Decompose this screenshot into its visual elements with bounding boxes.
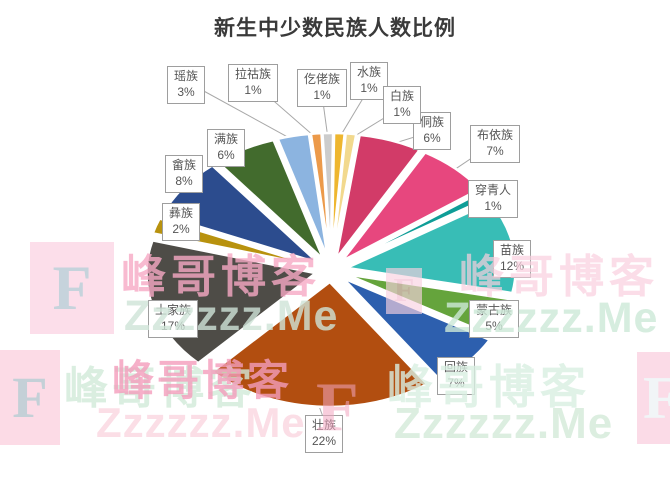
pie-label-回族[interactable]: 回族 7% [437, 357, 476, 395]
pie-label-瑶族[interactable]: 瑶族 3% [167, 66, 206, 104]
pie-label-name: 白族 [390, 89, 415, 103]
pie-label-水族[interactable]: 水族 1% [350, 62, 389, 100]
pie-label-value: 12% [500, 258, 525, 273]
pie-label-name: 瑶族 [174, 69, 199, 83]
pie-label-苗族[interactable]: 苗族 12% [493, 240, 532, 278]
pie-label-value: 7% [486, 143, 504, 158]
pie-label-name: 仡佬族 [304, 72, 341, 86]
pie-label-name: 侗族 [420, 115, 445, 129]
pie-label-value: 8% [175, 173, 193, 188]
pie-label-白族[interactable]: 白族 1% [383, 86, 422, 124]
pie-label-name: 彝族 [169, 206, 194, 220]
pie-label-穿青人[interactable]: 穿青人 1% [468, 180, 519, 218]
chart-title: 新生中少数民族人数比例 [214, 17, 456, 40]
pie-label-满族[interactable]: 满族 6% [207, 129, 246, 167]
pie-label-value: 6% [423, 130, 441, 145]
pie-label-侗族[interactable]: 侗族 6% [413, 112, 452, 150]
pie-label-仡佬族[interactable]: 仡佬族 1% [297, 69, 348, 107]
pie-label-value: 6% [217, 147, 235, 162]
pie-label-name: 土家族 [155, 303, 192, 317]
pie-label-name: 水族 [357, 65, 382, 79]
pie-label-value: 2% [172, 221, 190, 236]
pie-label-value: 1% [313, 87, 331, 102]
leader-line-瑶族 [190, 83, 295, 142]
pie-label-name: 拉祜族 [235, 67, 272, 81]
pie-label-畲族[interactable]: 畲族 8% [165, 155, 204, 193]
pie-label-value: 17% [160, 318, 186, 333]
pie-label-name: 蒙古族 [476, 303, 513, 317]
pie-label-value: 3% [177, 84, 195, 99]
pie-label-value: 1% [393, 104, 411, 119]
pie-label-value: 5% [485, 318, 503, 333]
pie-label-蒙古族[interactable]: 蒙古族 5% [469, 300, 520, 338]
pie-label-value: 7% [447, 375, 465, 390]
pie-slice-白族[interactable] [331, 132, 358, 260]
pie-label-name: 壮族 [312, 418, 337, 432]
pie-label-value: 1% [360, 80, 378, 95]
pie-label-布依族[interactable]: 布依族 7% [470, 125, 521, 163]
pie-label-name: 畲族 [172, 158, 197, 172]
pie-label-name: 苗族 [500, 243, 525, 257]
pie-label-土家族[interactable]: 土家族 17% [148, 300, 199, 338]
pie-label-name: 满族 [214, 132, 239, 146]
pie-slice-侗族[interactable] [334, 133, 421, 260]
pie-label-拉祜族[interactable]: 拉祜族 1% [228, 64, 279, 102]
pie-label-name: 穿青人 [475, 183, 512, 197]
pie-label-name: 回族 [444, 360, 469, 374]
pie-label-彝族[interactable]: 彝族 2% [162, 203, 201, 241]
pie-slice-壮族[interactable] [211, 280, 429, 409]
pie-label-value: 22% [312, 433, 337, 448]
pie-slice-瑶族[interactable] [276, 132, 329, 260]
pie-label-壮族[interactable]: 壮族 22% [305, 415, 344, 453]
pie-label-name: 布依族 [477, 128, 514, 142]
pie-label-value: 1% [244, 82, 262, 97]
pie-label-value: 1% [484, 198, 502, 213]
